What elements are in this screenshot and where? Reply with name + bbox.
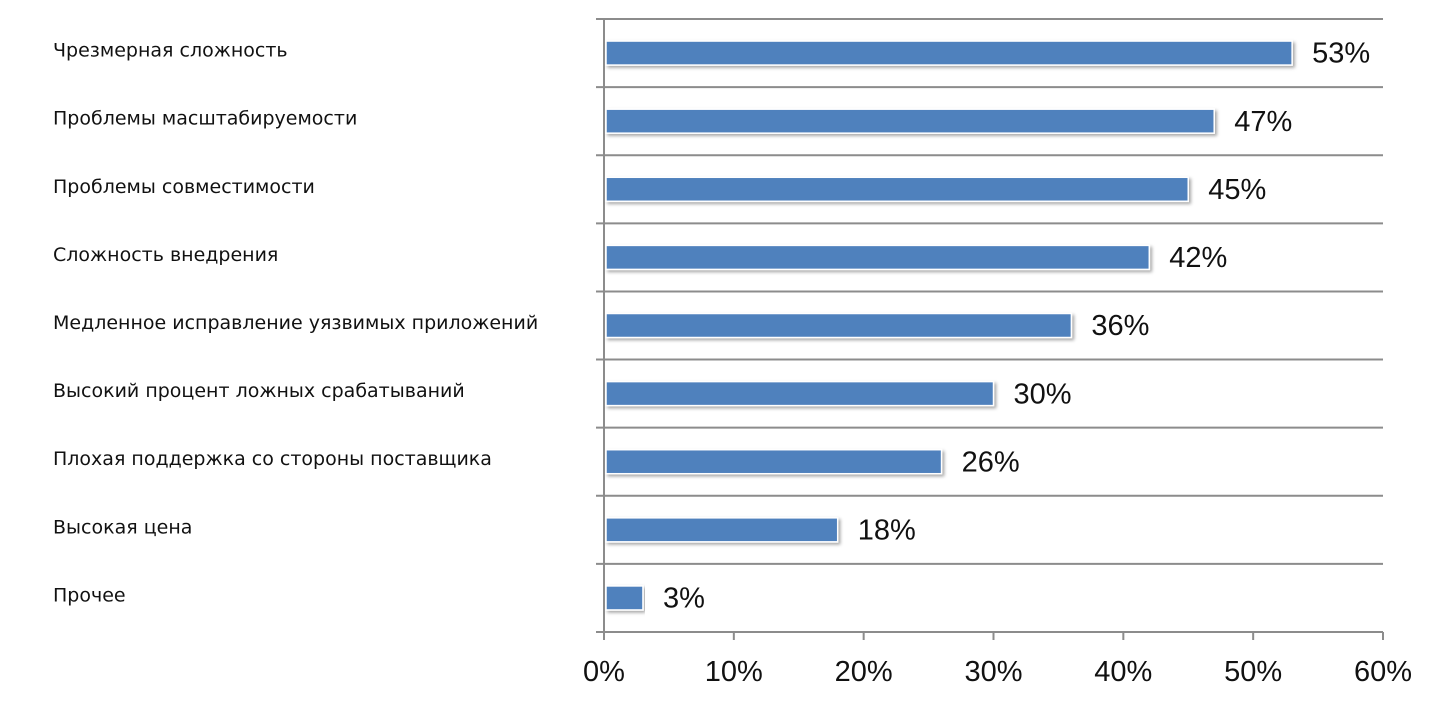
bar bbox=[605, 448, 943, 475]
data-label: 42% bbox=[1169, 242, 1227, 274]
bar bbox=[605, 108, 1215, 134]
x-tick-label: 10% bbox=[705, 656, 763, 688]
gridlines bbox=[596, 18, 1383, 633]
category-label: Плохая поддержка со стороны поставщика bbox=[53, 448, 492, 470]
x-tick-label: 30% bbox=[964, 656, 1022, 688]
data-label: 18% bbox=[858, 514, 916, 546]
category-label: Чрезмерная сложность bbox=[53, 40, 288, 62]
data-label: 26% bbox=[962, 446, 1020, 478]
data-label: 30% bbox=[1014, 378, 1072, 410]
bar bbox=[605, 176, 1189, 203]
bar bbox=[605, 585, 644, 611]
category-label: Сложность внедрения bbox=[53, 244, 278, 266]
x-tick-label: 60% bbox=[1354, 656, 1412, 688]
bar bbox=[605, 517, 839, 543]
data-label: 45% bbox=[1208, 174, 1266, 206]
data-label: 53% bbox=[1312, 38, 1370, 70]
data-label: 36% bbox=[1091, 310, 1149, 342]
x-tick-label: 40% bbox=[1094, 656, 1152, 688]
x-tick-label: 50% bbox=[1224, 656, 1282, 688]
category-label: Медленное исправление уязвимых приложени… bbox=[53, 312, 538, 334]
bar bbox=[605, 312, 1073, 339]
data-label: 3% bbox=[663, 583, 705, 615]
x-tick-labels: 0% 10% 20% 30% 40% 50% 60% bbox=[583, 656, 1412, 688]
bar bbox=[605, 244, 1151, 271]
bar bbox=[605, 40, 1293, 66]
category-label: Высокий процент ложных срабатываний bbox=[53, 380, 465, 402]
bar bbox=[605, 380, 995, 407]
value-axis bbox=[603, 19, 1384, 640]
category-label: Проблемы масштабируемости bbox=[53, 108, 357, 130]
data-label: 47% bbox=[1234, 106, 1292, 138]
category-label: Высокая цена bbox=[53, 516, 192, 538]
x-tick-label: 20% bbox=[835, 656, 893, 688]
category-labels: Чрезмерная сложность Проблемы масштабируе… bbox=[53, 40, 538, 607]
data-labels: 53% 47% 45% 42% 36% 30% 26% 18% 3% bbox=[663, 38, 1370, 615]
category-label: Прочее bbox=[53, 584, 126, 606]
x-tick-label: 0% bbox=[583, 656, 625, 688]
category-label: Проблемы совместимости bbox=[53, 176, 315, 198]
bars bbox=[605, 40, 1293, 611]
